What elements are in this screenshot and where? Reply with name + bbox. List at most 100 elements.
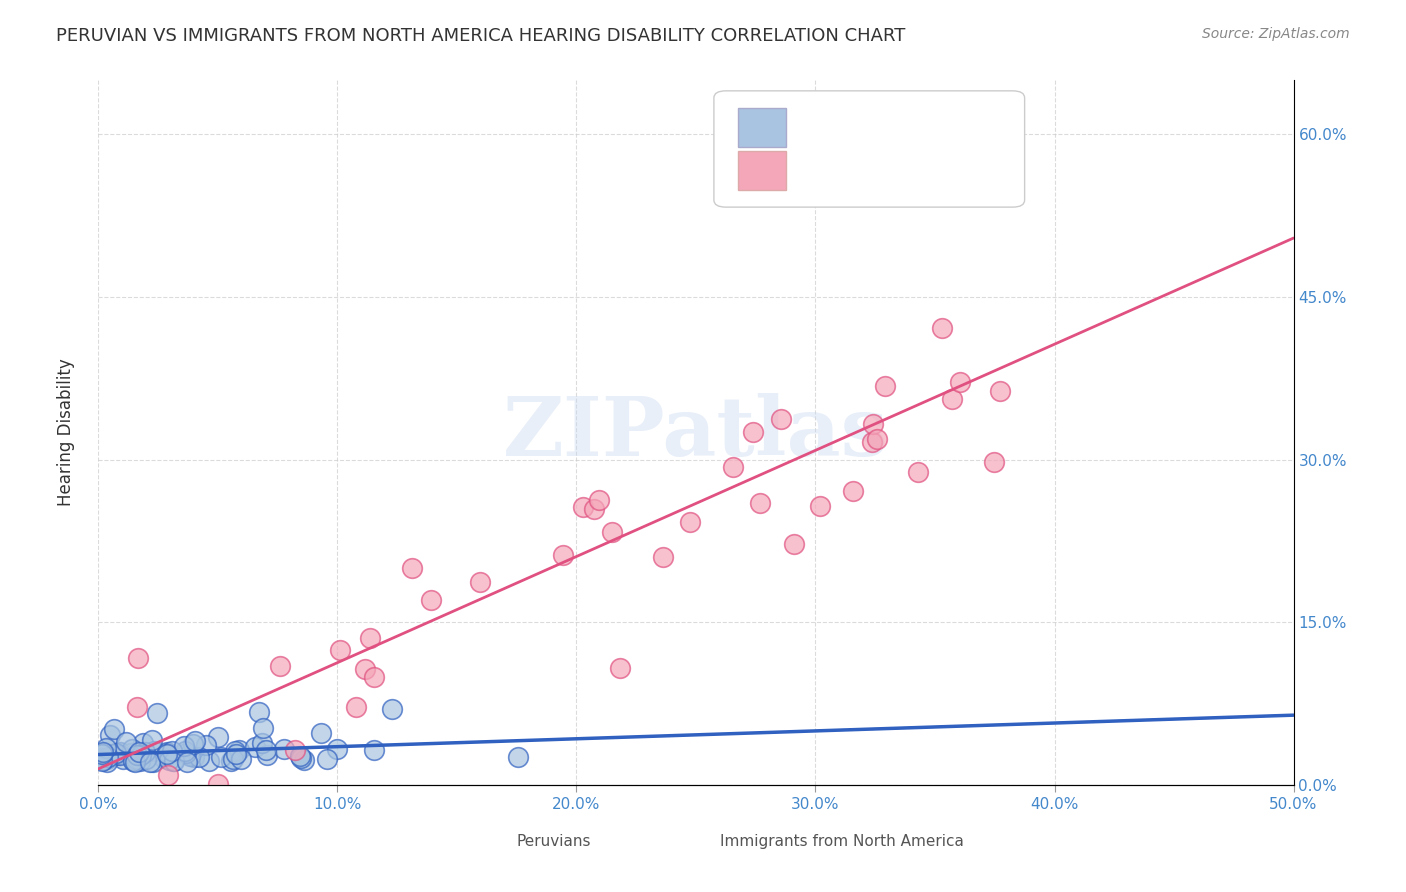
- Point: [96, 752, 118, 766]
- Point: [125, 700, 148, 714]
- Point: [173, 739, 195, 753]
- Point: [380, 702, 402, 716]
- Point: [179, 749, 201, 764]
- Point: [225, 747, 247, 761]
- Point: [122, 755, 145, 769]
- Point: [256, 747, 278, 762]
- Point: [111, 752, 134, 766]
- Point: [125, 748, 148, 763]
- Point: [153, 750, 176, 764]
- Point: [127, 651, 149, 665]
- Point: [353, 662, 375, 676]
- Point: [108, 747, 131, 762]
- Point: [156, 747, 179, 762]
- Point: [988, 384, 1011, 398]
- Point: [174, 744, 197, 758]
- Point: [183, 750, 205, 764]
- Point: [290, 750, 312, 764]
- Point: [184, 734, 207, 748]
- Point: [941, 392, 963, 406]
- Point: [866, 432, 889, 446]
- Point: [125, 752, 148, 766]
- Point: [207, 777, 229, 791]
- Point: [207, 730, 229, 744]
- Y-axis label: Hearing Disability: Hearing Disability: [56, 359, 75, 507]
- Point: [329, 643, 352, 657]
- Point: [363, 742, 385, 756]
- Point: [252, 721, 274, 735]
- Point: [120, 746, 142, 760]
- Point: [177, 747, 200, 762]
- Point: [128, 754, 150, 768]
- Point: [121, 753, 143, 767]
- Point: [134, 745, 156, 759]
- Point: [748, 496, 770, 510]
- Point: [181, 737, 204, 751]
- Point: [273, 742, 295, 756]
- Point: [770, 412, 793, 426]
- Point: [176, 755, 198, 769]
- Point: [219, 754, 242, 768]
- Point: [156, 745, 179, 759]
- Text: Peruvians: Peruvians: [517, 834, 591, 849]
- Point: [582, 501, 605, 516]
- Point: [124, 750, 146, 764]
- Point: [91, 753, 114, 767]
- Point: [679, 515, 702, 529]
- Point: [157, 768, 180, 782]
- Text: R = 0.792   N = 40: R = 0.792 N = 40: [792, 160, 962, 178]
- Point: [115, 735, 138, 749]
- Point: [924, 128, 946, 142]
- Point: [104, 746, 127, 760]
- Point: [135, 752, 157, 766]
- Point: [96, 755, 118, 769]
- Point: [139, 755, 162, 769]
- Point: [600, 525, 623, 540]
- Point: [198, 754, 221, 768]
- Point: [284, 743, 307, 757]
- Point: [419, 592, 441, 607]
- Point: [121, 742, 143, 756]
- FancyBboxPatch shape: [690, 817, 720, 845]
- Point: [90, 751, 112, 765]
- Point: [141, 733, 163, 747]
- FancyBboxPatch shape: [714, 91, 1025, 207]
- Point: [247, 705, 270, 719]
- Point: [91, 747, 114, 761]
- Point: [162, 755, 184, 769]
- Point: [209, 749, 232, 764]
- Point: [105, 747, 128, 762]
- Point: [98, 728, 121, 742]
- Point: [983, 455, 1005, 469]
- Point: [344, 700, 367, 714]
- Point: [741, 425, 763, 439]
- Point: [873, 378, 896, 392]
- FancyBboxPatch shape: [738, 151, 786, 189]
- Point: [142, 755, 165, 769]
- Point: [468, 574, 491, 589]
- Text: R = 0.305   N = 82: R = 0.305 N = 82: [792, 117, 962, 135]
- Point: [721, 460, 744, 475]
- Point: [508, 750, 530, 764]
- Point: [949, 375, 972, 389]
- Point: [652, 549, 675, 564]
- Point: [91, 754, 114, 768]
- Text: Source: ZipAtlas.com: Source: ZipAtlas.com: [1202, 27, 1350, 41]
- Text: ZIPatlas: ZIPatlas: [503, 392, 889, 473]
- Text: PERUVIAN VS IMMIGRANTS FROM NORTH AMERICA HEARING DISABILITY CORRELATION CHART: PERUVIAN VS IMMIGRANTS FROM NORTH AMERIC…: [56, 27, 905, 45]
- Point: [311, 726, 333, 740]
- Point: [931, 321, 953, 335]
- Point: [254, 743, 277, 757]
- Point: [288, 749, 311, 764]
- Point: [401, 561, 423, 575]
- Point: [157, 753, 180, 767]
- Point: [359, 632, 381, 646]
- Point: [316, 752, 339, 766]
- Point: [97, 750, 120, 764]
- Point: [124, 755, 146, 769]
- Point: [907, 465, 929, 479]
- FancyBboxPatch shape: [738, 109, 786, 147]
- Point: [588, 493, 610, 508]
- Point: [101, 747, 124, 762]
- Point: [229, 752, 252, 766]
